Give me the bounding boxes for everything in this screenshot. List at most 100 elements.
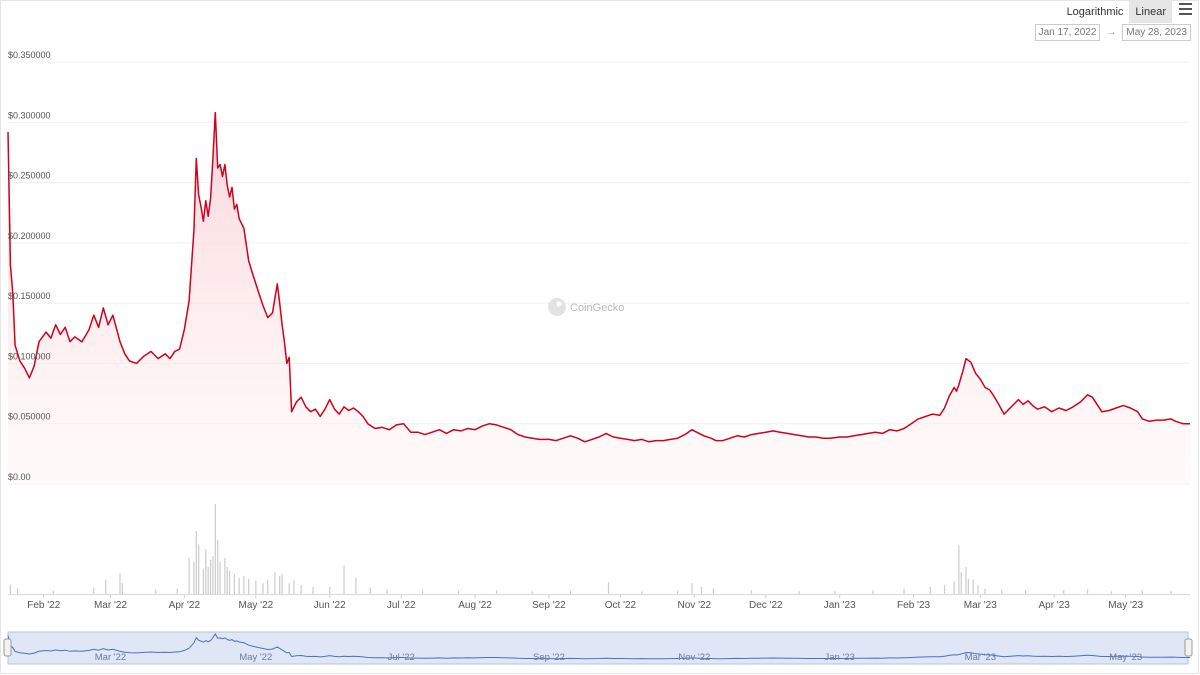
volume-bar — [212, 556, 214, 594]
y-tick-label: $0.050000 — [8, 412, 51, 422]
volume-bar — [119, 573, 121, 594]
y-tick-label: $0.350000 — [8, 50, 51, 60]
volume-bar — [176, 588, 178, 594]
volume-bar — [214, 504, 216, 594]
volume-bar — [226, 567, 228, 594]
navigator-label: Mar '22 — [95, 652, 126, 663]
volume-bar — [531, 591, 533, 594]
volume-bar — [9, 585, 11, 594]
volume-bar — [700, 586, 703, 594]
volume-bar — [202, 568, 205, 594]
volume-bar — [155, 589, 157, 594]
volume-bar — [750, 590, 753, 594]
volume-bar — [312, 586, 314, 594]
volume-bar — [369, 587, 371, 594]
range-from-input[interactable]: Jan 17, 2022 — [1034, 24, 1101, 41]
watermark: CoinGecko — [548, 298, 624, 316]
x-tick-label: May '23 — [1108, 600, 1143, 611]
volume-bar — [52, 590, 54, 594]
coingecko-logo-eye — [556, 301, 562, 307]
volume-bar — [984, 588, 986, 594]
volume-bar — [691, 583, 693, 594]
volume-bar — [105, 579, 107, 594]
navigator-label: May '23 — [1109, 652, 1142, 663]
x-tick-label: Jan '23 — [824, 600, 856, 611]
volume-bar — [205, 549, 207, 594]
volume-bar — [219, 561, 221, 594]
x-axis: Feb '22 Mar '22 Apr '22 May '22 Jun '22 Jul '… — [8, 594, 1190, 611]
volume-bar — [1141, 590, 1143, 594]
volume-bar — [195, 531, 197, 594]
volume-bar — [972, 579, 974, 594]
volume-bar — [267, 579, 269, 594]
volume-bar — [209, 559, 212, 594]
volume-bar — [569, 590, 572, 594]
volume-bar — [967, 578, 969, 594]
volume-bar — [193, 561, 195, 594]
volume-bar — [281, 574, 283, 594]
navigator[interactable]: Mar '22 May '22 Jul '22 Sep '22 Nov '22 Jan '… — [3, 631, 1193, 665]
navigator-window[interactable] — [7, 631, 1189, 665]
volume-bar — [293, 580, 295, 594]
volume-bar — [198, 544, 200, 594]
x-tick-label: Apr '22 — [169, 600, 201, 611]
range-arrow-icon: → — [1106, 27, 1117, 38]
volume-bar — [1001, 589, 1003, 594]
navigator-left-handle[interactable] — [3, 638, 12, 657]
navigator-label: Sep '22 — [533, 652, 565, 663]
volume-bar — [641, 591, 643, 594]
navigator-right-handle[interactable] — [1184, 638, 1193, 657]
x-tick-label: Nov '22 — [678, 600, 712, 611]
date-range: Jan 17, 2022 → May 28, 2023 — [1034, 24, 1191, 41]
linear-scale-button[interactable]: Linear — [1129, 1, 1172, 23]
volume-bar — [1170, 591, 1172, 594]
volume-bar — [422, 590, 424, 594]
navigator-label: Jul '22 — [388, 652, 415, 663]
volume-bar — [386, 589, 388, 594]
x-tick-label: Jul '22 — [387, 600, 416, 611]
y-tick-label: $0.250000 — [8, 171, 51, 181]
navigator-label: Jan '23 — [825, 652, 855, 663]
volume-bar — [834, 591, 836, 594]
volume-bar — [343, 565, 345, 594]
volume-bar — [233, 574, 235, 594]
navigator-line — [7, 633, 1190, 660]
volume-bar — [798, 591, 800, 594]
volume-bar — [288, 583, 290, 594]
volume-bar — [960, 572, 962, 594]
volume-bar — [1086, 589, 1089, 594]
volume-bar — [943, 585, 946, 594]
volume-bars — [9, 504, 1172, 594]
x-tick-label: May '22 — [238, 600, 273, 611]
y-tick-label: $0.200000 — [8, 231, 51, 241]
volume-bar — [457, 590, 459, 594]
volume-bar — [255, 580, 257, 594]
x-tick-label: Mar '23 — [964, 600, 997, 611]
x-tick-label: Feb '22 — [27, 600, 60, 611]
volume-bar — [238, 577, 240, 594]
hamburger-menu-icon[interactable] — [1179, 3, 1192, 15]
volume-bar — [16, 588, 19, 594]
volume-bar — [965, 567, 967, 594]
y-tick-label: $0.300000 — [8, 110, 51, 120]
y-axis: $0.00 $0.050000 $0.100000 $0.150000 $0.20000… — [8, 50, 51, 482]
volume-bar — [903, 588, 905, 594]
volume-bar — [1024, 590, 1027, 594]
volume-bar — [279, 576, 281, 594]
x-tick-label: Mar '22 — [94, 600, 127, 611]
volume-bar — [929, 586, 931, 594]
x-tick-label: Oct '22 — [605, 600, 637, 611]
volume-bar — [207, 567, 209, 594]
volume-bar — [712, 588, 714, 594]
x-tick-label: Apr '23 — [1038, 600, 1070, 611]
x-tick-label: Sep '22 — [532, 600, 566, 611]
navigator-labels: Mar '22 May '22 Jul '22 Sep '22 Nov '22 Jan '… — [95, 652, 1142, 663]
x-tick-label: Feb '23 — [897, 600, 930, 611]
logarithmic-scale-button[interactable]: Logarithmic — [1066, 6, 1124, 18]
range-to-input[interactable]: May 28, 2023 — [1122, 24, 1191, 41]
volume-bar — [121, 583, 123, 594]
volume-bar — [872, 590, 874, 594]
volume-bar — [188, 558, 190, 594]
navigator-label: Nov '22 — [678, 652, 710, 663]
